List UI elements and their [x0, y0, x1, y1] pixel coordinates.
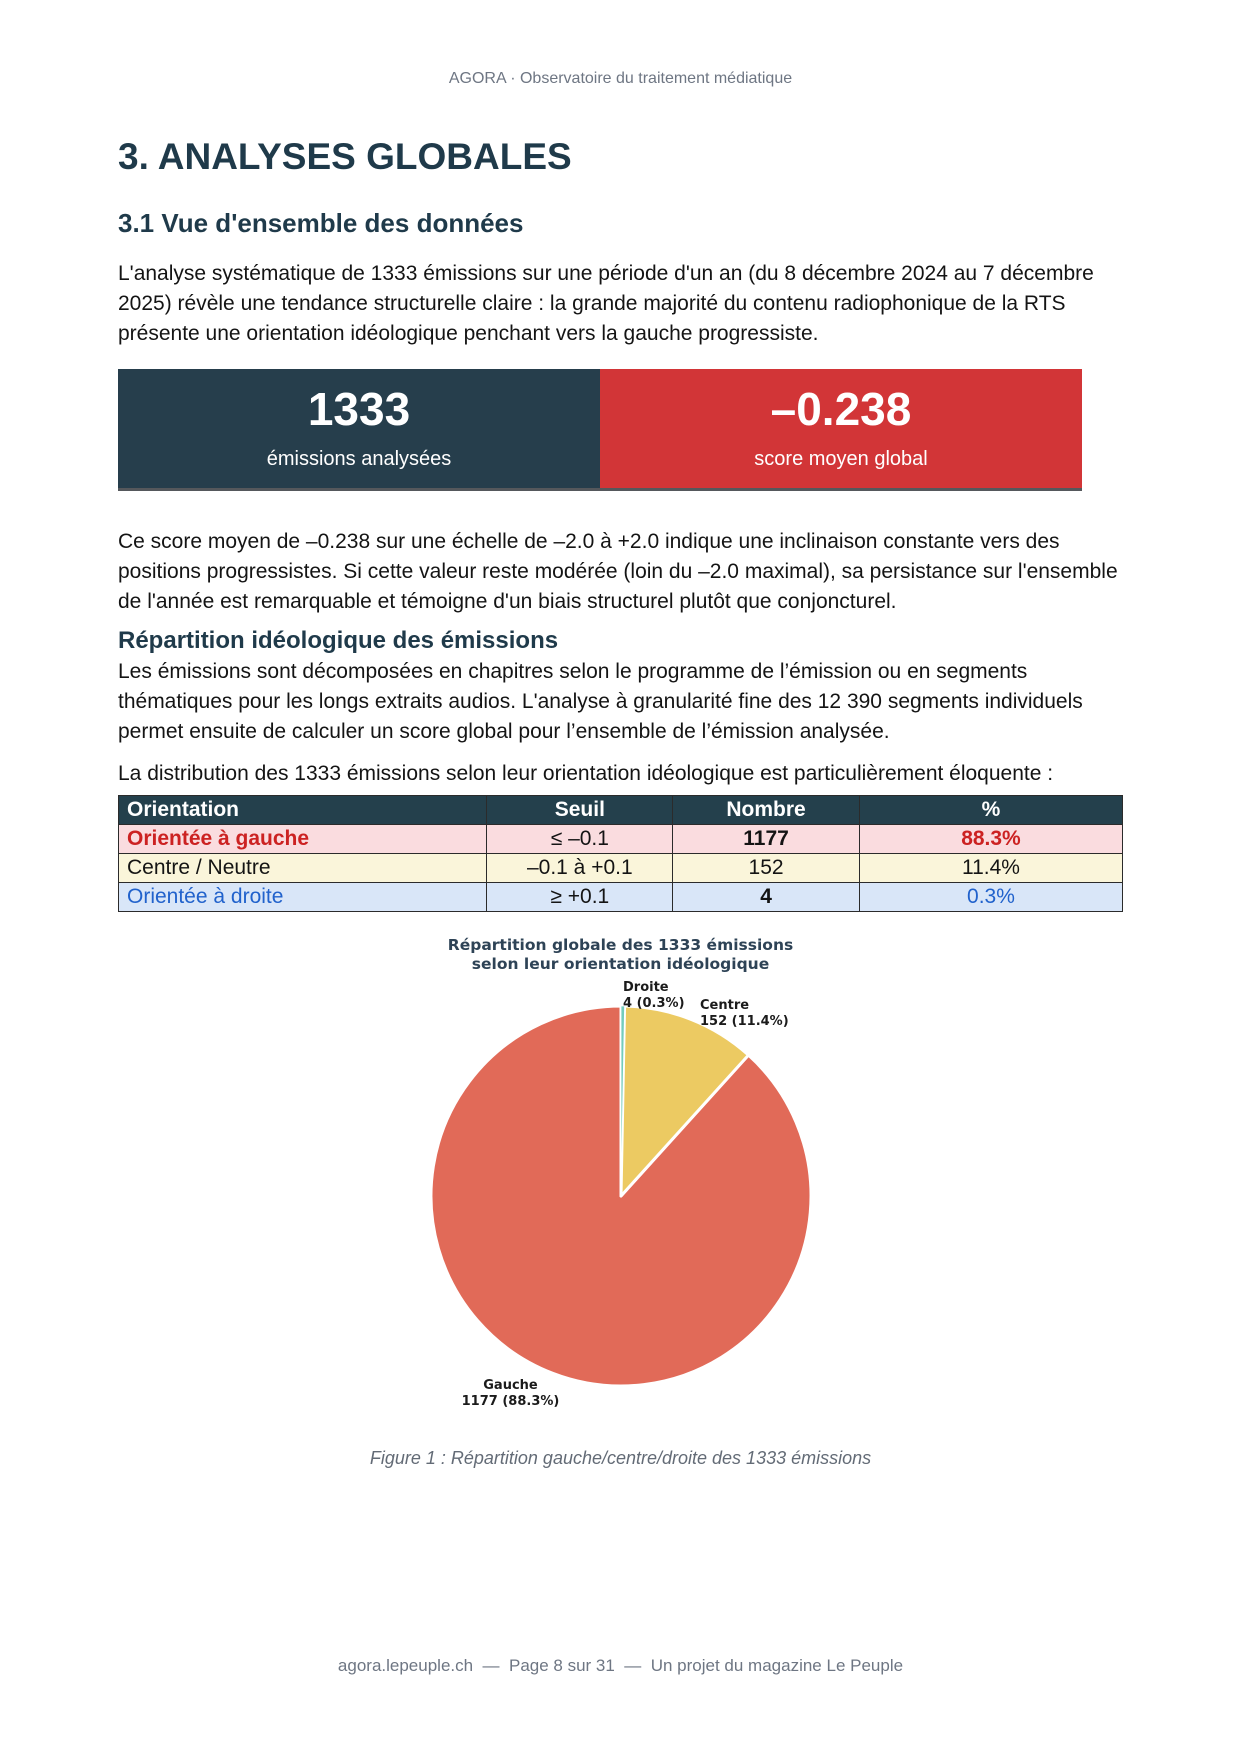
col-header-seuil: Seuil [486, 795, 674, 825]
pie-label-gauche-name: Gauche [483, 1378, 538, 1393]
table-row-gauche: Orientée à gauche ≤ –0.1 1177 88.3% [117, 824, 1124, 854]
cell-pct: 11.4% [858, 853, 1124, 883]
pie-figure: Répartition globale des 1333 émissions s… [118, 936, 1123, 1444]
table-row-centre: Centre / Neutre –0.1 à +0.1 152 11.4% [117, 853, 1124, 883]
page-footer: agora.lepeuple.ch — Page 8 sur 31 — Un p… [337, 1656, 904, 1675]
pie-label-droite-name: Droite [623, 980, 669, 995]
paragraph-distribution: La distribution des 1333 émissions selon… [118, 762, 1054, 785]
chart-title: Répartition globale des 1333 émissions s… [447, 936, 794, 973]
pie-label-centre: Centre 152 (11.4%) [700, 998, 789, 1030]
cell-seuil: –0.1 à +0.1 [486, 853, 674, 883]
pie-label-gauche-value: 1177 (88.3%) [461, 1394, 560, 1409]
stat-card-emissions: 1333 émissions analysées [118, 369, 600, 488]
page-header: AGORA · Observatoire du traitement média… [448, 70, 793, 87]
cell-nombre: 4 [672, 882, 860, 912]
orientation-table: Orientation Seuil Nombre % Orientée à ga… [117, 795, 1124, 912]
pie-label-gauche: Gauche 1177 (88.3%) [438, 1378, 583, 1410]
cell-seuil: ≥ +0.1 [486, 882, 674, 912]
stat-value-score: –0.238 [770, 383, 912, 435]
col-header-pct: % [858, 795, 1124, 825]
paragraph-intro: L'analyse systématique de 1333 émissions… [118, 262, 1094, 345]
cell-orientation: Orientée à gauche [117, 824, 488, 854]
table-row-droite: Orientée à droite ≥ +0.1 4 0.3% [117, 882, 1124, 912]
pie-label-droite-value: 4 (0.3%) [623, 996, 685, 1011]
pie-label-droite: Droite 4 (0.3%) [623, 980, 685, 1012]
paragraph-method: Les émissions sont décomposées en chapit… [118, 660, 1083, 743]
page-title: 3. ANALYSES GLOBALES [118, 136, 572, 177]
page-content: 3. ANALYSES GLOBALES 3.1 Vue d'ensemble … [0, 136, 1241, 1469]
stat-card-score: –0.238 score moyen global [600, 369, 1082, 488]
stat-label-emissions: émissions analysées [266, 448, 452, 470]
stat-cards: 1333 émissions analysées –0.238 score mo… [118, 369, 1082, 491]
cell-nombre: 152 [672, 853, 860, 883]
cell-pct: 0.3% [858, 882, 1124, 912]
col-header-nombre: Nombre [672, 795, 860, 825]
cell-nombre: 1177 [672, 824, 860, 854]
paragraph-score: Ce score moyen de –0.238 sur une échelle… [118, 530, 1118, 613]
pie-chart [429, 1004, 812, 1388]
cell-orientation: Orientée à droite [117, 882, 488, 912]
subsection-heading: Répartition idéologique des émissions [118, 627, 559, 654]
stat-label-score: score moyen global [754, 448, 928, 470]
cell-seuil: ≤ –0.1 [486, 824, 674, 854]
pie-label-centre-name: Centre [700, 998, 750, 1013]
stat-value-emissions: 1333 [307, 383, 411, 435]
pie-slice-centre [619, 1004, 750, 1198]
pie-chart-area: Droite 4 (0.3%) Centre 152 (11.4%) Gauch… [118, 974, 1123, 1444]
table-header-row: Orientation Seuil Nombre % [117, 795, 1124, 825]
cell-orientation: Centre / Neutre [117, 853, 488, 883]
cell-pct: 88.3% [858, 824, 1124, 854]
section-heading: 3.1 Vue d'ensemble des données [118, 208, 524, 238]
pie-slice-droite [620, 1005, 625, 1197]
pie-label-centre-value: 152 (11.4%) [700, 1014, 789, 1029]
col-header-orientation: Orientation [117, 795, 488, 825]
figure-caption: Figure 1 : Répartition gauche/centre/dro… [369, 1448, 872, 1468]
